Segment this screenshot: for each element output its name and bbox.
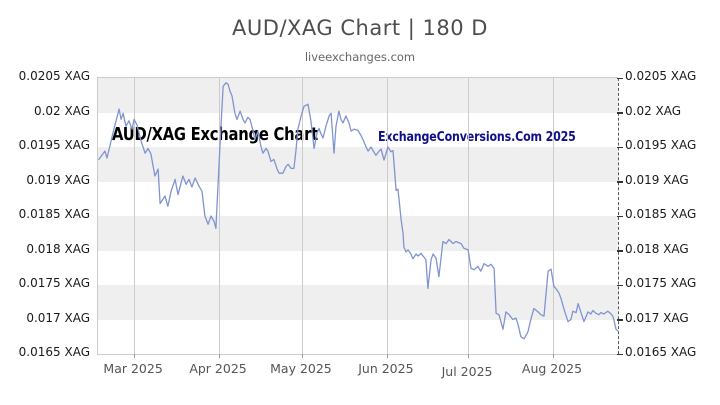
bottom-axis-tick xyxy=(301,354,303,358)
right-axis-tick xyxy=(617,215,623,217)
y-axis-label-left: 0.0185 XAG xyxy=(18,207,90,221)
month-gridline xyxy=(386,78,388,354)
month-gridline xyxy=(553,78,554,354)
y-axis-label-left: 0.02 XAG xyxy=(33,103,90,118)
plot-band xyxy=(98,216,618,251)
y-axis-label-left: 0.0205 XAG xyxy=(18,69,90,83)
price-line-svg xyxy=(98,82,619,340)
month-gridline xyxy=(219,78,221,354)
y-axis-label-right: 0.0185 XAG xyxy=(625,207,697,221)
x-axis-label: Jun 2025 xyxy=(358,361,414,376)
y-axis-label-left: 0.0175 XAG xyxy=(18,276,90,290)
y-axis-label-left: 0.019 XAG xyxy=(26,172,90,187)
y-axis-label-right: 0.0175 XAG xyxy=(625,276,697,290)
y-axis-label-right: 0.017 XAG xyxy=(625,310,689,325)
right-axis-tick xyxy=(617,319,623,321)
y-axis-label-left: 0.0165 XAG xyxy=(18,345,90,359)
plot-band xyxy=(98,78,618,113)
right-axis-tick xyxy=(617,284,623,286)
right-axis-tick xyxy=(617,146,623,148)
bottom-axis-tick xyxy=(219,354,221,358)
right-axis-tick xyxy=(617,181,623,183)
x-axis-label: May 2025 xyxy=(270,361,332,376)
plot-band xyxy=(98,285,618,320)
bottom-axis-tick xyxy=(134,354,136,358)
y-axis-label-right: 0.0195 XAG xyxy=(625,138,697,152)
y-axis-label-right: 0.0205 XAG xyxy=(625,69,697,83)
y-axis-label-right: 0.02 XAG xyxy=(625,103,682,118)
x-axis-label: Jul 2025 xyxy=(441,364,493,379)
page-subtitle: liveexchanges.com xyxy=(304,50,416,64)
aud-xag-line xyxy=(98,82,619,340)
month-gridline xyxy=(468,78,470,354)
month-gridline xyxy=(301,78,303,354)
y-axis-label-right: 0.0165 XAG xyxy=(625,345,697,359)
bottom-axis-tick xyxy=(468,354,470,358)
right-axis-tick xyxy=(617,250,623,252)
x-axis-label: Mar 2025 xyxy=(103,361,163,376)
bottom-axis-tick xyxy=(386,354,388,358)
plot-band xyxy=(98,147,618,182)
x-axis-label: Aug 2025 xyxy=(521,361,583,376)
y-axis-label-left: 0.017 XAG xyxy=(26,310,90,325)
y-axis-label-right: 0.019 XAG xyxy=(625,172,689,187)
plot-area: AUD/XAG Exchange Chart ExchangeConversio… xyxy=(97,77,623,358)
y-axis-label-left: 0.018 XAG xyxy=(26,241,90,256)
right-axis-tick xyxy=(617,77,623,79)
page-title: AUD/XAG Chart | 180 D xyxy=(232,16,488,40)
y-axis-label-right: 0.018 XAG xyxy=(625,241,689,256)
watermark-exchangeconversions: ExchangeConversions.Com 2025 xyxy=(378,129,576,145)
right-axis-tick xyxy=(617,353,623,355)
month-gridline xyxy=(134,78,136,354)
bottom-axis-tick xyxy=(553,354,554,358)
right-axis-tick xyxy=(617,112,623,114)
watermark-exchange-chart: AUD/XAG Exchange Chart xyxy=(112,124,318,145)
y-axis-label-left: 0.0195 XAG xyxy=(18,138,90,152)
x-axis-label: Apr 2025 xyxy=(189,361,247,376)
